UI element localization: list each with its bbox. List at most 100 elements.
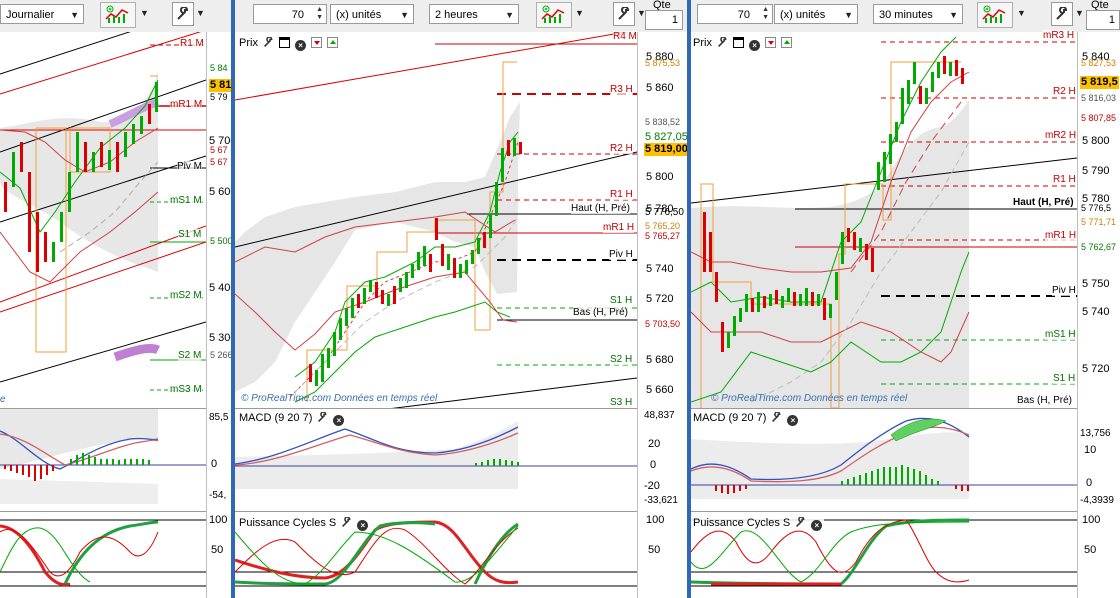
stepper-arrows-icon[interactable]: ▲ ▼: [762, 6, 769, 21]
price-tag: 5 776,50: [645, 207, 684, 218]
stepper-arrows-icon[interactable]: ▲ ▼: [316, 6, 323, 21]
last-price-tag: 5 81: [209, 79, 231, 92]
panel-divider: [691, 408, 1077, 409]
level-label-s2: S2 M: [178, 350, 202, 361]
price-axis[interactable]: 5 840 5 800 5 790 5 780 5 750 5 740 5 72…: [1077, 32, 1120, 598]
price-tag: 5 807,85: [1081, 113, 1117, 123]
move-down-icon[interactable]: [311, 37, 323, 48]
close-icon[interactable]: ×: [295, 40, 307, 51]
panel-divider: [0, 511, 206, 512]
close-icon[interactable]: ×: [811, 520, 823, 531]
qte-input[interactable]: 1: [1086, 10, 1120, 30]
price-tag: 5 266: [210, 350, 231, 360]
level-label-s3: S3 H: [610, 397, 633, 408]
level-label-mr1: mR1 H: [603, 222, 635, 233]
watermark: © ProRealTime.com Données en temps réel: [241, 393, 438, 404]
chart-indicator-icon: [982, 5, 1006, 23]
timeframe-select[interactable]: 2 heures ▼: [429, 4, 519, 24]
settings-button[interactable]: [1051, 2, 1073, 26]
indicator-dropdown-icon[interactable]: ▼: [140, 8, 149, 18]
settings-dropdown-icon[interactable]: ▼: [1075, 8, 1084, 18]
close-icon[interactable]: ×: [357, 520, 369, 531]
price-axis[interactable]: 5 700 5 600 5 400 5 300 5 84 5 81 5 79 5…: [206, 32, 231, 598]
close-icon[interactable]: ×: [333, 415, 345, 426]
indicator-button[interactable]: [100, 2, 136, 28]
level-label-mr3: mR3 H: [1043, 30, 1075, 41]
y-tick: 5 800: [1082, 135, 1110, 147]
chart-indicator-icon: [105, 5, 129, 23]
macd-panel[interactable]: [691, 409, 1077, 511]
macd-tick: 0: [650, 459, 657, 471]
window-icon[interactable]: [733, 37, 745, 48]
timeframe-select[interactable]: 30 minutes ▼: [873, 4, 963, 24]
indicator-dropdown-icon[interactable]: ▼: [1017, 8, 1026, 18]
settings-dropdown-icon[interactable]: ▼: [637, 8, 646, 18]
indicator-button[interactable]: [536, 2, 572, 28]
window-icon[interactable]: [279, 37, 291, 48]
move-down-icon[interactable]: [765, 37, 777, 48]
panel-divider: [235, 408, 637, 409]
chevron-down-icon: ▼: [505, 10, 514, 20]
timeframe-select[interactable]: Journalier ▼: [0, 4, 84, 24]
price-panel-label: Prix: [239, 37, 258, 49]
wrench-icon[interactable]: [795, 516, 806, 528]
settings-button[interactable]: [613, 2, 635, 26]
settings-button[interactable]: [172, 2, 194, 26]
cycles-panel-title: Puissance Cycles S ×: [691, 516, 825, 531]
chevron-down-icon: ▼: [70, 10, 79, 20]
wrench-icon[interactable]: [771, 411, 782, 423]
y-tick: 5 790: [1082, 165, 1110, 177]
macd-label: MACD (9 20 7): [239, 412, 313, 424]
close-icon[interactable]: ×: [787, 415, 799, 426]
unit-select[interactable]: (x) unités ▼: [774, 4, 858, 24]
close-icon[interactable]: ×: [749, 40, 761, 51]
indicator-dropdown-icon[interactable]: ▼: [575, 8, 584, 18]
level-label-high: Haut (H, Pré): [1013, 197, 1074, 208]
cycles-panel[interactable]: [0, 512, 206, 598]
y-tick: 5 800: [646, 171, 674, 183]
macd-tick: 20: [648, 438, 661, 450]
price-panel-label: Prix: [693, 37, 712, 49]
pane-separator[interactable]: [231, 0, 235, 598]
unit-value: (x) unités: [780, 9, 826, 21]
macd-panel[interactable]: [235, 409, 637, 511]
cycles-label: Puissance Cycles S: [239, 517, 337, 529]
toolbar: 70 ▲ ▼ (x) unités ▼ 2 heures ▼ ▼ ▼ Qte 1: [235, 0, 687, 33]
macd-tick: -20: [644, 480, 660, 492]
candles: [4, 82, 158, 272]
chart-pane-30m: 70 ▲ ▼ (x) unités ▼ 30 minutes ▼ ▼ ▼ Qte …: [691, 0, 1120, 598]
wrench-icon[interactable]: [717, 36, 728, 48]
move-up-icon[interactable]: [781, 37, 793, 48]
macd-panel[interactable]: [0, 409, 206, 511]
price-tag: 5 776,5: [1081, 203, 1112, 213]
settings-dropdown-icon[interactable]: ▼: [196, 8, 205, 18]
price-chart[interactable]: [691, 32, 1077, 408]
price-tag: 5 765,20: [645, 221, 681, 231]
wrench-icon[interactable]: [263, 36, 274, 48]
move-up-icon[interactable]: [327, 37, 339, 48]
cycle-tick: 50: [648, 544, 661, 556]
macd-panel-title: MACD (9 20 7) ×: [691, 411, 801, 426]
price-chart[interactable]: [235, 32, 637, 408]
price-chart[interactable]: [0, 32, 206, 408]
chart-pane-daily: Journalier ▼ ▼ ▼: [0, 0, 231, 598]
cycle-tick: 100: [1082, 514, 1101, 526]
wrench-icon: [177, 7, 189, 20]
level-label-ms3: mS3 M: [170, 384, 202, 395]
price-tag: 5 79: [210, 92, 228, 102]
unit-select[interactable]: (x) unités ▼: [330, 4, 414, 24]
cycles-panel[interactable]: [235, 512, 637, 598]
cycles-panel[interactable]: [691, 512, 1077, 598]
qte-input[interactable]: 1: [645, 10, 683, 30]
wrench-icon[interactable]: [317, 411, 328, 423]
quantity-stepper[interactable]: 70 ▲ ▼: [697, 4, 773, 24]
wrench-icon[interactable]: [341, 516, 352, 528]
pane-separator[interactable]: [687, 0, 691, 598]
y-tick: 5 720: [1082, 363, 1110, 375]
price-axis[interactable]: 5 880 5 860 5 800 5 780 5 740 5 720 5 68…: [637, 32, 687, 598]
indicator-button[interactable]: [977, 2, 1013, 28]
last-price-tag: 5 819,00: [644, 143, 687, 156]
quantity-stepper[interactable]: 70 ▲ ▼: [253, 4, 327, 24]
macd-tick: -54,: [209, 490, 227, 501]
price-tag: 5 827,05: [645, 131, 687, 143]
